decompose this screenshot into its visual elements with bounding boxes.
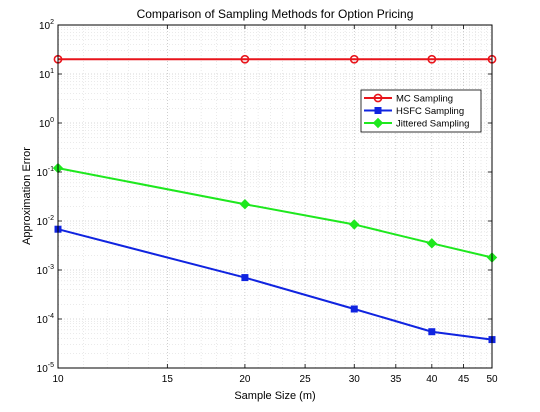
data-point-mc-sampling — [427, 54, 437, 64]
x-tick-label: 35 — [390, 374, 402, 385]
legend-swatch-marker — [374, 107, 382, 114]
legend-item-jittered-sampling: Jittered Sampling — [364, 117, 469, 130]
x-axis-label: Sample Size (m) — [234, 390, 315, 402]
ticks: 102 101 100 10-1 10-2 10-3 10-4 10-510 15 20 25 30 3… — [37, 19, 498, 385]
data-point-jittered-sampling — [239, 199, 251, 210]
y-tick-label: 101 — [39, 68, 54, 81]
x-tick-label: 15 — [162, 374, 174, 385]
legend-swatch-marker — [372, 117, 384, 129]
series-jittered-sampling — [52, 162, 498, 263]
legend-label: HSFC Sampling — [396, 106, 464, 117]
x-tick-label: 50 — [486, 374, 498, 385]
y-tick-label: 10-4 — [37, 313, 54, 326]
legend-label: MC Sampling — [396, 94, 453, 105]
y-axis-label: Approximation Error — [21, 147, 33, 245]
legend-item-hsfc-sampling: HSFC Sampling — [364, 106, 464, 117]
y-tick-label: 100 — [39, 117, 54, 130]
x-tick-label: 20 — [239, 374, 251, 385]
y-tick-label: 10-5 — [37, 362, 54, 375]
data-point-mc-sampling — [240, 54, 250, 64]
y-tick-label: 10-3 — [37, 264, 54, 277]
x-tick-label: 25 — [300, 374, 312, 385]
chart-title: Comparison of Sampling Methods for Optio… — [137, 7, 414, 21]
data-point-jittered-sampling — [426, 238, 438, 249]
plot-frame — [57, 24, 493, 369]
x-tick-label: 10 — [52, 374, 64, 385]
legend-item-mc-sampling: MC Sampling — [364, 94, 453, 105]
x-tick-label: 45 — [458, 374, 470, 385]
y-tick-label: 10-1 — [37, 166, 54, 179]
legend-label: Jittered Sampling — [396, 119, 469, 130]
legend-swatch-marker — [373, 93, 383, 103]
y-tick-label: 10-2 — [37, 215, 54, 228]
data-point-hsfc-sampling — [428, 328, 436, 336]
data-point-mc-sampling — [349, 54, 359, 64]
data-point-hsfc-sampling — [241, 274, 249, 282]
series-layer — [52, 54, 498, 344]
y-tick-label: 102 — [39, 19, 54, 32]
x-tick-label: 40 — [426, 374, 438, 385]
data-point-hsfc-sampling — [350, 305, 358, 313]
data-point-jittered-sampling — [349, 219, 360, 230]
x-tick-label: 30 — [349, 374, 361, 385]
